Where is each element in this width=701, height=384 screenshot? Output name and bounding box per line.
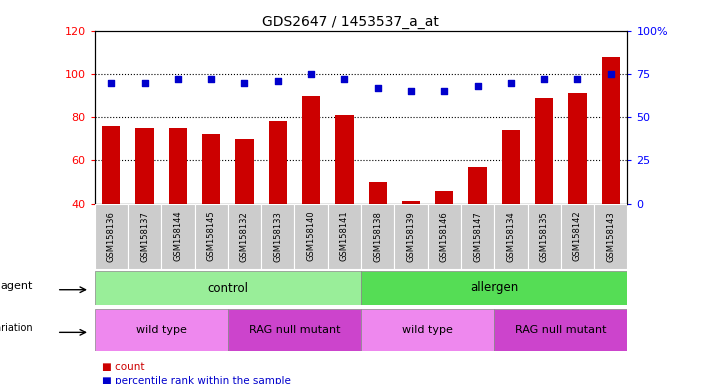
Text: GSM158144: GSM158144	[173, 211, 182, 262]
Point	[172, 76, 184, 82]
Bar	[402, 201, 420, 204]
Text: GSM158137: GSM158137	[140, 211, 149, 262]
Point	[538, 76, 550, 82]
Text: RAG null mutant: RAG null mutant	[515, 325, 606, 335]
Point	[205, 76, 217, 82]
Bar	[335, 115, 353, 204]
Point	[605, 71, 616, 77]
Point	[572, 76, 583, 82]
Bar	[169, 128, 187, 204]
Bar	[428, 204, 461, 269]
Bar	[228, 204, 261, 269]
Text: ■ count: ■ count	[102, 362, 144, 372]
Text: GSM158136: GSM158136	[107, 211, 116, 262]
Text: GSM158133: GSM158133	[273, 211, 283, 262]
Point	[272, 78, 283, 84]
Bar	[461, 204, 494, 269]
Text: GSM158140: GSM158140	[306, 211, 315, 262]
Point	[405, 88, 416, 94]
Text: GSM158135: GSM158135	[540, 211, 549, 262]
Text: wild type: wild type	[136, 325, 186, 335]
Point	[505, 79, 517, 86]
Bar	[236, 139, 254, 204]
Bar	[435, 190, 454, 204]
Text: GSM158145: GSM158145	[207, 211, 216, 262]
Text: GSM158141: GSM158141	[340, 211, 349, 262]
Bar	[302, 96, 320, 204]
Point	[439, 88, 450, 94]
Bar	[228, 309, 361, 351]
Bar	[468, 167, 486, 204]
Text: allergen: allergen	[470, 281, 518, 295]
Bar	[95, 271, 361, 305]
Bar	[327, 204, 361, 269]
Bar	[261, 204, 294, 269]
Text: agent: agent	[1, 281, 33, 291]
Bar	[95, 204, 128, 269]
Point	[239, 79, 250, 86]
Bar	[494, 309, 627, 351]
Text: GSM158142: GSM158142	[573, 211, 582, 262]
Bar	[361, 204, 394, 269]
Text: ■ percentile rank within the sample: ■ percentile rank within the sample	[102, 376, 290, 384]
Text: RAG null mutant: RAG null mutant	[249, 325, 340, 335]
Bar	[594, 204, 627, 269]
Bar	[95, 309, 228, 351]
Bar	[361, 309, 494, 351]
Text: GSM158132: GSM158132	[240, 211, 249, 262]
Bar	[128, 204, 161, 269]
Point	[472, 83, 483, 89]
Bar	[294, 204, 327, 269]
Bar	[394, 204, 428, 269]
Bar	[268, 121, 287, 204]
Text: GSM158134: GSM158134	[506, 211, 515, 262]
Point	[372, 84, 383, 91]
Bar	[202, 134, 220, 204]
Bar	[369, 182, 387, 204]
Bar	[161, 204, 194, 269]
Text: GSM158143: GSM158143	[606, 211, 615, 262]
Text: GSM158146: GSM158146	[440, 211, 449, 262]
Bar	[601, 56, 620, 204]
Text: genotype/variation: genotype/variation	[0, 323, 33, 333]
Bar	[535, 98, 553, 204]
Point	[106, 79, 117, 86]
Text: GSM158139: GSM158139	[407, 211, 416, 262]
Text: GSM158138: GSM158138	[373, 211, 382, 262]
Point	[306, 71, 317, 77]
Bar	[195, 204, 228, 269]
Bar	[135, 128, 154, 204]
Text: wild type: wild type	[402, 325, 453, 335]
Bar	[494, 204, 527, 269]
Bar	[528, 204, 561, 269]
Bar	[561, 204, 594, 269]
Bar	[102, 126, 121, 204]
Text: GDS2647 / 1453537_a_at: GDS2647 / 1453537_a_at	[262, 15, 439, 29]
Bar	[502, 130, 520, 204]
Text: GSM158147: GSM158147	[473, 211, 482, 262]
Point	[339, 76, 350, 82]
Point	[139, 79, 150, 86]
Bar	[361, 271, 627, 305]
Bar	[569, 93, 587, 204]
Text: control: control	[207, 281, 248, 295]
